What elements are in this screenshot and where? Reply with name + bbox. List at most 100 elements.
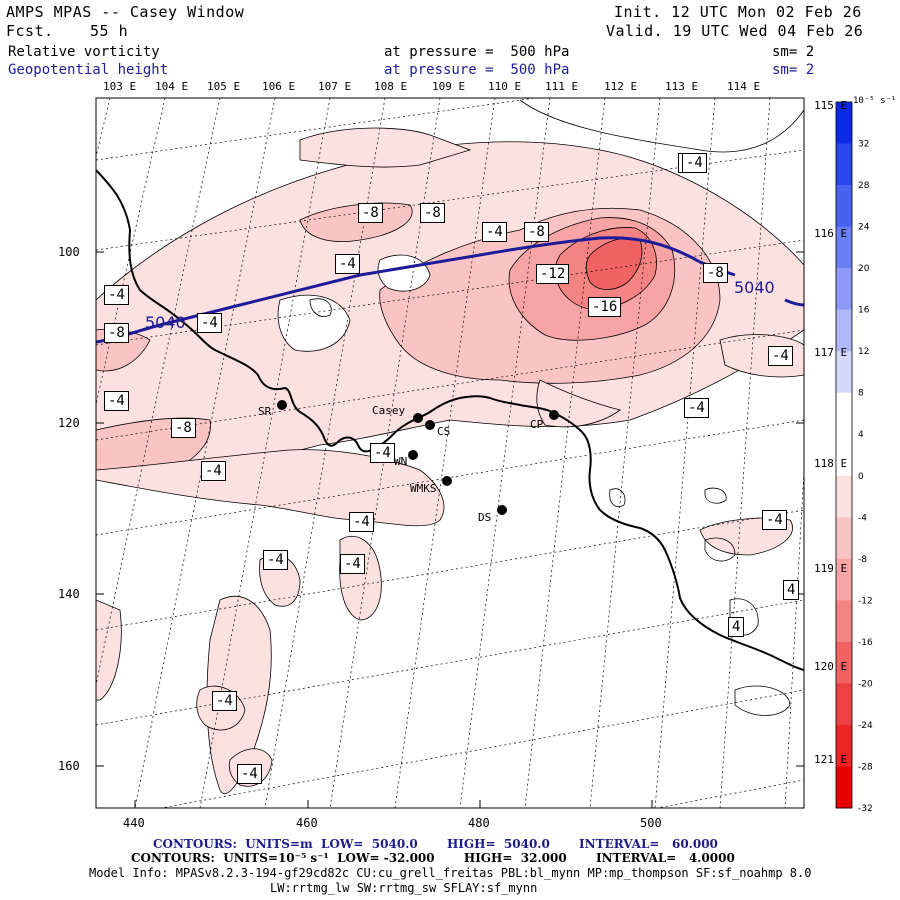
station-label-casey: Casey bbox=[372, 404, 406, 417]
colorbar-swatch bbox=[836, 517, 852, 560]
colorbar-swatch bbox=[836, 226, 852, 269]
contour-label: -4 bbox=[482, 222, 507, 242]
colorbar-swatch bbox=[836, 185, 852, 228]
pressure1-label: at pressure = 500 hPa bbox=[384, 44, 570, 60]
contour-label: -8 bbox=[524, 222, 549, 242]
station-label-cp: CP bbox=[530, 418, 544, 431]
field2-label: Geopotential height bbox=[8, 62, 169, 78]
contour-label: -4 bbox=[684, 398, 709, 418]
lon-label: 111 E bbox=[545, 80, 579, 93]
lon-label: 118 E bbox=[814, 457, 848, 470]
contour-label: 4 bbox=[783, 580, 800, 600]
map-frame bbox=[95, 97, 805, 809]
station-label-cs: CS bbox=[437, 425, 451, 438]
colorbar-swatch bbox=[836, 641, 852, 684]
colorbar-tick-label: -20 bbox=[858, 679, 873, 689]
lon-label: 104 E bbox=[155, 80, 189, 93]
colorbar-swatch bbox=[836, 351, 852, 394]
pressure2-label: at pressure = 500 hPa bbox=[384, 62, 570, 78]
init-time: Init. 12 UTC Mon 02 Feb 26 bbox=[614, 3, 862, 21]
lon-label: 119 E bbox=[814, 562, 848, 575]
colorbar-swatch bbox=[836, 475, 852, 518]
contour-label: -4 bbox=[349, 512, 374, 532]
contour-label: -16 bbox=[588, 297, 622, 317]
lon-label: 103 E bbox=[103, 80, 137, 93]
lon-label: 107 E bbox=[318, 80, 352, 93]
lon-label: 113 E bbox=[665, 80, 699, 93]
colorbar-tick-label: 32 bbox=[858, 140, 869, 150]
colorbar-swatch bbox=[836, 600, 852, 643]
footer-height-contours: CONTOURS: UNITS=m LOW= 5040.0 HIGH= 5040… bbox=[153, 837, 718, 851]
contour-label: -8 bbox=[420, 203, 445, 223]
station-label-wn: WN bbox=[394, 455, 408, 468]
y-tick-label: 140 bbox=[58, 587, 80, 601]
lon-label: 115 E bbox=[814, 99, 848, 112]
colorbar-tick-label: 20 bbox=[858, 264, 870, 274]
colorbar-tick-label: 4 bbox=[858, 430, 864, 440]
contour-label: -4 bbox=[201, 461, 226, 481]
colorbar-unit: 10⁻⁵ s⁻¹ bbox=[853, 96, 897, 106]
colorbar-tick-label: 28 bbox=[858, 181, 870, 191]
contour-label: -4 bbox=[212, 691, 237, 711]
contour-label: -4 bbox=[762, 510, 787, 530]
colorbar-swatch bbox=[836, 143, 852, 186]
colorbar-frame bbox=[835, 101, 853, 809]
colorbar-swatch bbox=[836, 558, 852, 601]
height-contour-label: 5040 bbox=[734, 278, 775, 297]
contour-label: -4 bbox=[768, 346, 793, 366]
colorbar-tick-label: 12 bbox=[858, 347, 869, 357]
lon-label: 121 E bbox=[814, 753, 848, 766]
contour-label: -8 bbox=[358, 203, 383, 223]
x-tick-label: 460 bbox=[296, 816, 318, 830]
colorbar-tick-label: 16 bbox=[858, 306, 870, 316]
coastline bbox=[96, 169, 804, 671]
contour-label: -8 bbox=[703, 263, 728, 283]
map-plot-area bbox=[96, 98, 804, 808]
contour-label: -4 bbox=[104, 391, 129, 411]
x-tick-label: 500 bbox=[640, 816, 662, 830]
forecast-label: Fcst. bbox=[6, 22, 54, 40]
contour-label: -8 bbox=[171, 418, 196, 438]
contour-label: -4 bbox=[237, 764, 262, 784]
lon-label: 110 E bbox=[488, 80, 522, 93]
contour-label: -4 bbox=[263, 550, 288, 570]
y-axis-ticks bbox=[96, 251, 804, 767]
y-tick-label: 120 bbox=[58, 416, 80, 430]
lon-label: 120 E bbox=[814, 660, 848, 673]
colorbar-swatch bbox=[836, 766, 852, 809]
colorbar-tick-label: -16 bbox=[858, 638, 873, 648]
footer-model-info: Model Info: MPASv8.2.3-194-gf29cd82c CU:… bbox=[89, 866, 812, 880]
colorbar-swatch bbox=[836, 683, 852, 726]
contour-label: -12 bbox=[536, 264, 570, 284]
colorbar-swatch bbox=[836, 309, 852, 352]
y-tick-label: 160 bbox=[58, 759, 80, 773]
station-label-sr: SR bbox=[258, 405, 272, 418]
colorbar-tick-label: -32 bbox=[858, 804, 873, 814]
station-label-wmks: WMKS bbox=[410, 482, 437, 495]
contour-label: 4 bbox=[728, 617, 745, 637]
height-contour-label: 5040 bbox=[145, 313, 186, 332]
colorbar-swatch bbox=[836, 724, 852, 767]
lon-label: 112 E bbox=[604, 80, 638, 93]
colorbar-tick-label: -4 bbox=[858, 513, 867, 523]
field1-label: Relative vorticity bbox=[8, 44, 160, 60]
map-title: AMPS MPAS -- Casey Window bbox=[6, 3, 245, 21]
contour-label: -4 bbox=[370, 443, 395, 463]
footer-physics-info: LW:rrtmg_lw SW:rrtmg_sw SFLAY:sf_mynn bbox=[270, 881, 538, 895]
colorbar-tick-label: -28 bbox=[858, 762, 873, 772]
colorbar-tick-label: -8 bbox=[858, 555, 867, 565]
colorbar-swatch bbox=[836, 102, 852, 145]
smoothing2-label: sm= 2 bbox=[772, 62, 815, 78]
contour-label: -4 bbox=[682, 153, 707, 173]
y-tick-label: 100 bbox=[58, 245, 80, 259]
station-label-ds: DS bbox=[478, 511, 492, 524]
lon-label: 109 E bbox=[432, 80, 466, 93]
lon-label: 106 E bbox=[262, 80, 296, 93]
contour-label: -4 bbox=[335, 254, 360, 274]
colorbar-tick-label: 8 bbox=[858, 389, 864, 399]
colorbar-swatch bbox=[836, 392, 852, 435]
contour-label: -4 bbox=[340, 554, 365, 574]
forecast-hour: 55 h bbox=[90, 22, 129, 40]
colorbar-swatch bbox=[836, 268, 852, 311]
valid-time: Valid. 19 UTC Wed 04 Feb 26 bbox=[606, 22, 864, 40]
